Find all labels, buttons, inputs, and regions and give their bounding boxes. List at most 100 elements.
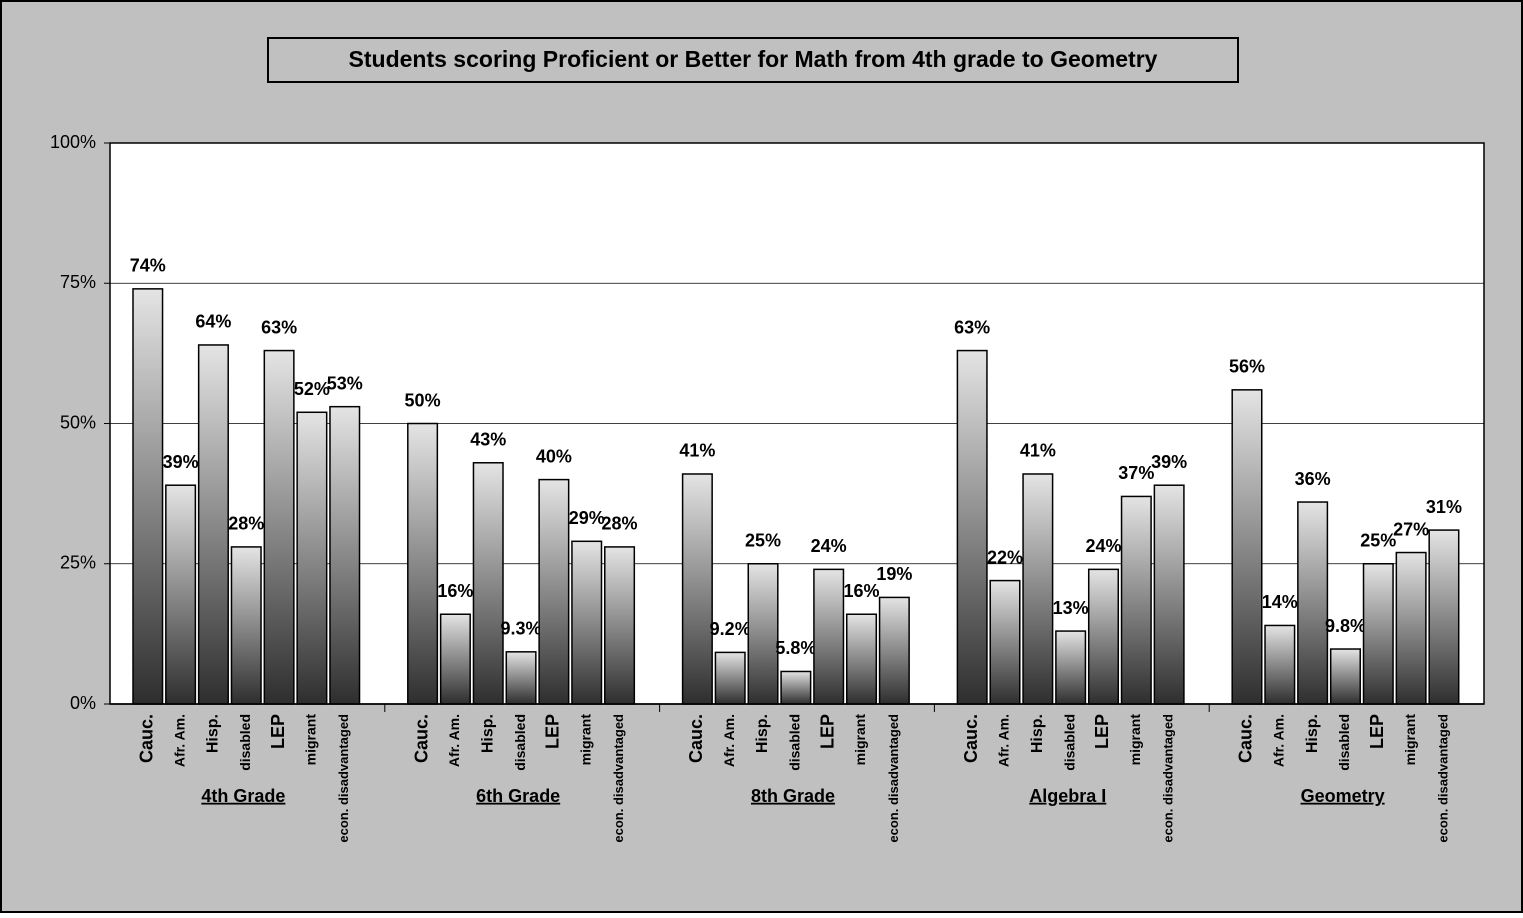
value-label: 50% <box>405 390 441 410</box>
group-label: 6th Grade <box>476 786 560 806</box>
bar <box>165 484 197 705</box>
bar <box>681 473 713 705</box>
x-tick-label: migrant <box>1127 714 1143 766</box>
value-label: 63% <box>261 317 297 337</box>
group-label: Algebra I <box>1029 786 1106 806</box>
x-tick-label: Cauc. <box>961 714 981 763</box>
bar <box>1362 563 1394 705</box>
bar <box>956 349 988 705</box>
value-label: 74% <box>130 256 166 276</box>
value-label: 29% <box>569 508 605 528</box>
value-label: 64% <box>195 312 231 332</box>
value-label: 25% <box>1360 531 1396 551</box>
value-label: 31% <box>1426 497 1462 517</box>
bar <box>845 613 878 705</box>
x-tick-label: migrant <box>1402 714 1418 766</box>
x-tick-label: Hisp. <box>754 714 771 753</box>
bar <box>230 546 262 705</box>
value-label: 22% <box>987 547 1023 567</box>
x-tick-label: Afr. Am. <box>996 714 1012 767</box>
x-tick-label: Afr. Am. <box>1271 714 1287 767</box>
bar <box>1153 484 1185 705</box>
x-tick-label: disabled <box>787 714 803 771</box>
value-label: 39% <box>163 452 199 472</box>
y-tick-label: 75% <box>60 272 96 292</box>
x-tick-label: econ. disadvantaged <box>886 714 901 843</box>
y-tick-label: 0% <box>70 693 96 713</box>
x-tick-label: Cauc. <box>1236 714 1256 763</box>
bar <box>1395 551 1427 705</box>
value-label: 43% <box>470 430 506 450</box>
value-label: 28% <box>228 514 264 534</box>
value-label: 41% <box>1020 441 1056 461</box>
x-tick-label: econ. disadvantaged <box>611 714 626 843</box>
x-tick-label: Hisp. <box>1029 714 1046 753</box>
value-label: 14% <box>1262 592 1298 612</box>
bar <box>780 670 812 705</box>
bar <box>1022 473 1054 705</box>
bar <box>472 462 504 705</box>
bar <box>878 596 910 705</box>
x-tick-label: Hisp. <box>1304 714 1321 753</box>
bar <box>407 422 439 705</box>
value-label: 56% <box>1229 357 1265 377</box>
x-tick-label: migrant <box>303 714 319 766</box>
x-tick-label: Hisp. <box>205 714 222 753</box>
chart-title: Students scoring Proficient or Better fo… <box>349 46 1158 72</box>
x-tick-label: econ. disadvantaged <box>1435 714 1450 843</box>
x-tick-label: LEP <box>268 714 288 749</box>
value-label: 19% <box>876 564 912 584</box>
value-label: 16% <box>437 581 473 601</box>
value-label: 28% <box>602 514 638 534</box>
x-tick-label: LEP <box>1092 714 1112 749</box>
x-tick-label: econ. disadvantaged <box>1161 714 1176 843</box>
group-label: Geometry <box>1301 786 1385 806</box>
bar <box>538 478 570 705</box>
value-label: 24% <box>811 536 847 556</box>
value-label: 5.8% <box>775 638 816 658</box>
x-tick-label: Cauc. <box>686 714 706 763</box>
x-tick-label: migrant <box>852 714 868 766</box>
y-tick-label: 25% <box>60 553 96 573</box>
value-label: 40% <box>536 446 572 466</box>
value-label: 52% <box>294 379 330 399</box>
bar <box>714 651 746 705</box>
bar <box>1231 389 1263 705</box>
group-label: 4th Grade <box>201 786 285 806</box>
bar <box>604 546 636 705</box>
x-tick-label: LEP <box>1367 714 1387 749</box>
bar <box>263 349 295 705</box>
bar <box>747 563 779 705</box>
group-label: 8th Grade <box>751 786 835 806</box>
value-label: 63% <box>954 317 990 337</box>
value-label: 37% <box>1118 463 1154 483</box>
bar <box>1297 501 1329 705</box>
bar <box>132 288 164 705</box>
x-tick-label: disabled <box>1061 714 1077 771</box>
x-tick-label: Afr. Am. <box>721 714 737 767</box>
x-tick-label: Afr. Am. <box>446 714 462 767</box>
y-tick-label: 100% <box>50 132 96 152</box>
bar <box>197 344 229 705</box>
x-tick-label: disabled <box>512 714 528 771</box>
bar <box>296 411 328 705</box>
bar <box>1329 648 1361 705</box>
bar <box>989 579 1021 705</box>
x-tick-label: disabled <box>1336 714 1352 771</box>
value-label: 16% <box>844 581 880 601</box>
x-tick-label: econ. disadvantaged <box>336 714 351 843</box>
value-label: 39% <box>1151 452 1187 472</box>
bar <box>571 540 603 705</box>
x-tick-label: LEP <box>543 714 563 749</box>
value-label: 13% <box>1053 598 1089 618</box>
value-label: 53% <box>327 373 363 393</box>
bar <box>1087 568 1120 705</box>
bar <box>1055 630 1087 705</box>
x-tick-label: Hisp. <box>479 714 496 753</box>
bar <box>1120 495 1152 705</box>
value-label: 36% <box>1295 469 1331 489</box>
bar <box>1428 529 1460 705</box>
value-label: 9.3% <box>501 619 542 639</box>
value-label: 41% <box>679 441 715 461</box>
